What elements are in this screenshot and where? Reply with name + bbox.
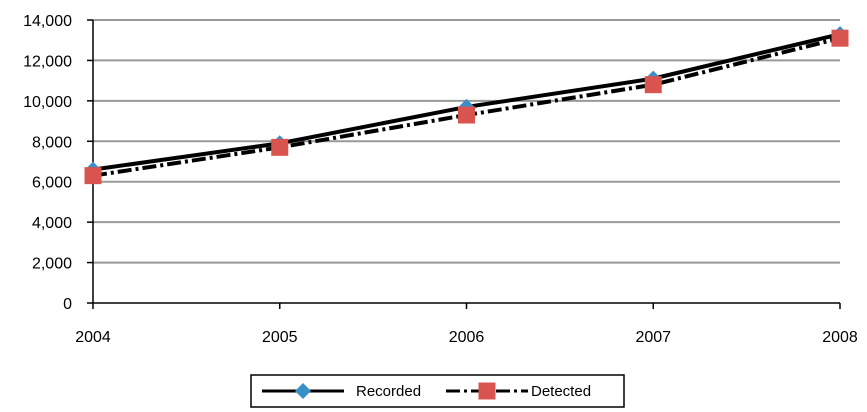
series <box>84 26 849 185</box>
y-tick-label: 2,000 <box>32 256 72 273</box>
series-point-detected <box>644 76 662 94</box>
axes <box>87 19 841 309</box>
y-tick-label: 12,000 <box>23 53 72 70</box>
x-tick-label: 2008 <box>822 329 858 346</box>
y-tick-label: 6,000 <box>32 175 72 192</box>
series-point-detected <box>271 138 289 156</box>
legend-marker-recorded <box>295 383 311 399</box>
series-point-detected <box>458 106 475 124</box>
series-point-detected <box>84 167 102 185</box>
x-tick-labels: 2004 2005 2006 2007 2008 <box>75 329 858 346</box>
x-tick-label: 2007 <box>635 329 671 346</box>
y-tick-label: 10,000 <box>23 94 72 111</box>
y-tick-label: 0 <box>63 296 72 313</box>
y-tick-label: 14,000 <box>23 13 72 30</box>
y-tick-label: 4,000 <box>32 215 72 232</box>
legend-label-recorded: Recorded <box>356 383 421 400</box>
x-tick-label: 2005 <box>262 329 298 346</box>
legend: Recorded Detected <box>250 374 625 408</box>
legend-label-detected: Detected <box>531 383 591 400</box>
series-point-detected <box>831 29 849 47</box>
gridlines <box>93 19 840 264</box>
x-tick-label: 2006 <box>449 329 485 346</box>
y-tick-label: 8,000 <box>32 134 72 151</box>
legend-marker-detected <box>478 382 496 400</box>
x-tick-label: 2004 <box>75 329 111 346</box>
y-tick-labels: 0 2,000 4,000 6,000 8,000 10,000 12,000 14,000 <box>23 13 72 313</box>
